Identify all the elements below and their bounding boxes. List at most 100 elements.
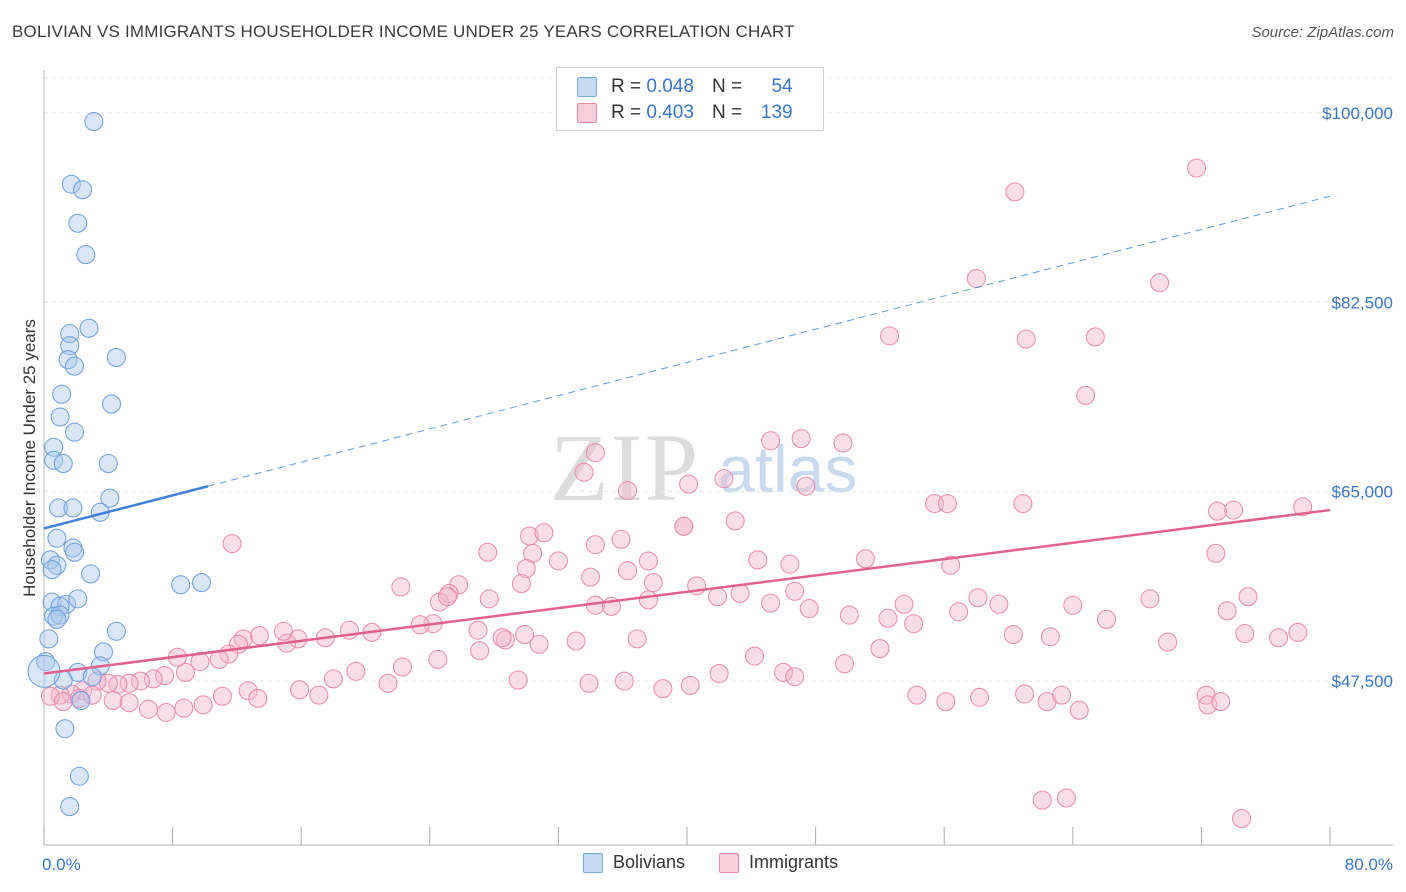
immigrants-point (878, 608, 898, 628)
immigrants-point (175, 662, 195, 682)
bolivians-point (79, 318, 99, 338)
y-tick-labels: $100,000 $82,500 $65,000 $47,500 (1322, 104, 1393, 691)
immigrants-point (627, 629, 647, 649)
immigrants-point (730, 583, 750, 603)
legend-row-bolivians: R = 0.048 N = 54 (577, 75, 793, 99)
immigrants-point (653, 679, 673, 699)
chart-title: BOLIVIAN VS IMMIGRANTS HOUSEHOLDER INCOM… (12, 22, 795, 41)
y-tick-label: $100,000 (1322, 104, 1393, 123)
bolivians-point (65, 356, 85, 376)
immigrants-point (1032, 790, 1052, 810)
bolivians-point (192, 573, 212, 593)
bolivians-point (65, 422, 85, 442)
immigrants-point (855, 549, 875, 569)
immigrants-point (773, 662, 793, 682)
immigrants-point (40, 686, 60, 706)
immigrants-point (936, 692, 956, 712)
immigrants-point (614, 671, 634, 691)
legend-r-label: R = (611, 76, 642, 97)
bolivians-point (82, 667, 102, 687)
bolivians-point (63, 498, 83, 518)
immigrants-point (1232, 809, 1252, 829)
immigrants-point (1076, 385, 1096, 405)
x-ticks (43, 827, 1331, 845)
immigrants-point (1187, 158, 1207, 178)
legend-swatch-immigrants (577, 103, 597, 123)
immigrants-point (1235, 623, 1255, 643)
immigrants-point (212, 686, 232, 706)
bolivians-point (171, 575, 191, 595)
immigrants-point (880, 326, 900, 346)
immigrants-point (1015, 684, 1035, 704)
y-tick-label: $47,500 (1332, 672, 1393, 691)
x-tick-label-max: 80.0% (1345, 855, 1393, 874)
immigrants-point (1288, 622, 1308, 642)
bolivians-trend-line (43, 485, 209, 530)
immigrants-point (1140, 589, 1160, 609)
immigrants-point (907, 685, 927, 705)
immigrants-point (515, 625, 535, 645)
immigrants-point (238, 681, 258, 701)
immigrants-point (1196, 685, 1216, 705)
bolivians-point (106, 347, 126, 367)
immigrants-point (799, 599, 819, 619)
immigrants-point (1238, 587, 1258, 607)
bolivians-point (73, 180, 93, 200)
source-label: Source: ZipAtlas.com (1251, 24, 1394, 41)
bolivians-point (53, 454, 73, 474)
immigrants-point (1224, 500, 1244, 520)
bolivians-point (52, 384, 72, 404)
y-tick-label: $65,000 (1332, 483, 1393, 502)
legend-swatch-bolivians (577, 77, 597, 97)
immigrants-point (73, 681, 93, 701)
immigrants-point (835, 654, 855, 674)
bolivians-point (69, 766, 89, 786)
immigrants-point (870, 639, 890, 659)
immigrants-point (714, 469, 734, 489)
immigrants-point (248, 688, 268, 708)
correlation-legend: R = 0.048 N = 54 R = 0.403 N = 139 (556, 67, 824, 131)
legend-n-value: 54 (771, 76, 793, 97)
bolivians-point (100, 488, 120, 508)
immigrants-point (618, 561, 638, 581)
bolivians-point (81, 564, 101, 584)
x-tick-label-min: 0.0% (42, 855, 81, 874)
bolivians-point (47, 528, 67, 548)
immigrants-point (53, 692, 73, 712)
immigrants-point (674, 516, 694, 536)
immigrants-point (529, 634, 549, 654)
immigrants-point (937, 494, 957, 514)
bolivians-point (50, 407, 70, 427)
bolivians-point (84, 112, 104, 132)
immigrants-point (1293, 497, 1313, 517)
immigrants-point (989, 594, 1009, 614)
series-label-bolivians: Bolivians (613, 852, 686, 872)
bolivians-point (106, 621, 126, 641)
immigrants-point (725, 511, 745, 531)
legend-n-label: N = (711, 76, 743, 97)
trend-lines (43, 195, 1331, 675)
immigrants-trend-line (43, 508, 1331, 675)
immigrants-point (761, 593, 781, 613)
immigrants-point (119, 693, 139, 713)
legend-r-label: R = (611, 102, 642, 123)
immigrants-point (638, 590, 658, 610)
legend-row-immigrants: R = 0.403 N = 139 (577, 101, 793, 125)
immigrants-point (478, 542, 498, 562)
immigrants-point (680, 675, 700, 695)
immigrants-point (1016, 329, 1036, 349)
immigrants-point (574, 462, 594, 482)
immigrants-point (1040, 627, 1060, 647)
immigrants-point (437, 587, 457, 607)
immigrants-point (1056, 788, 1076, 808)
bolivians-point (93, 642, 113, 662)
bolivians-point (102, 394, 122, 414)
immigrants-point (222, 534, 242, 554)
legend-n-value: 139 (760, 102, 793, 123)
immigrants-point (618, 481, 638, 501)
y-axis-label: Householder Income Under 25 years (20, 319, 39, 597)
bolivians-point (68, 589, 88, 609)
bolivians-point (44, 606, 64, 626)
bolivians-point (60, 797, 80, 817)
